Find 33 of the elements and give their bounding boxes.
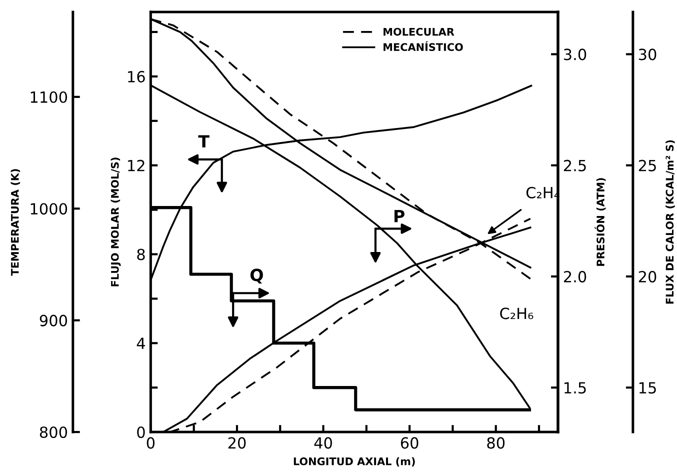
x-tick-label: 60	[400, 437, 418, 449]
y2-tick-label: 1.5	[564, 382, 586, 394]
y3-tick-label: 15	[639, 382, 656, 394]
y2-axis-title: PRESIÓN (ATM)	[594, 178, 606, 266]
y-tick-label: 4	[136, 338, 145, 349]
y-tick-label: 0	[137, 426, 145, 438]
x-tick-label: 80	[487, 437, 505, 449]
legend-label: MECANÍSTICO	[384, 41, 463, 52]
y-axis-title: TEMPERATURA (K)	[10, 169, 20, 276]
annotation: P	[394, 210, 405, 222]
y-tick-label: 12	[128, 160, 144, 172]
y3-tick-label: 25	[638, 160, 656, 172]
y2-tick-label: 3.0	[564, 48, 586, 60]
y3-axis-title: FLUX DE CALOR (KCAL/m² S)	[666, 140, 675, 304]
y3-tick-label: 20	[638, 270, 656, 282]
y2-tick-label: 2.0	[564, 270, 586, 282]
y3-tick-label: 30	[638, 48, 656, 60]
y-tick-label: 800	[40, 426, 68, 438]
x-tick-label: 0	[146, 437, 155, 449]
y2-tick-label: 2.5	[564, 160, 586, 172]
annotation: Q	[250, 268, 263, 284]
annotation: T	[198, 135, 210, 148]
annotation: C₂H₆	[500, 308, 534, 320]
x-axis-title: LONGITUD AXIAL (m)	[294, 457, 415, 467]
y-tick-label: 8	[137, 248, 145, 260]
y-axis-title: FLUJO MOLAR (MOL/S)	[110, 158, 121, 286]
legend-label: MOLECULAR	[384, 28, 454, 36]
y-tick-label: 900	[40, 314, 68, 326]
y-tick-label: 1000	[30, 203, 68, 215]
x-tick-label: 20	[228, 437, 246, 449]
x-tick-label: 40	[314, 437, 332, 449]
y-tick-label: 16	[128, 70, 145, 82]
y-tick-label: 1100	[30, 91, 68, 103]
